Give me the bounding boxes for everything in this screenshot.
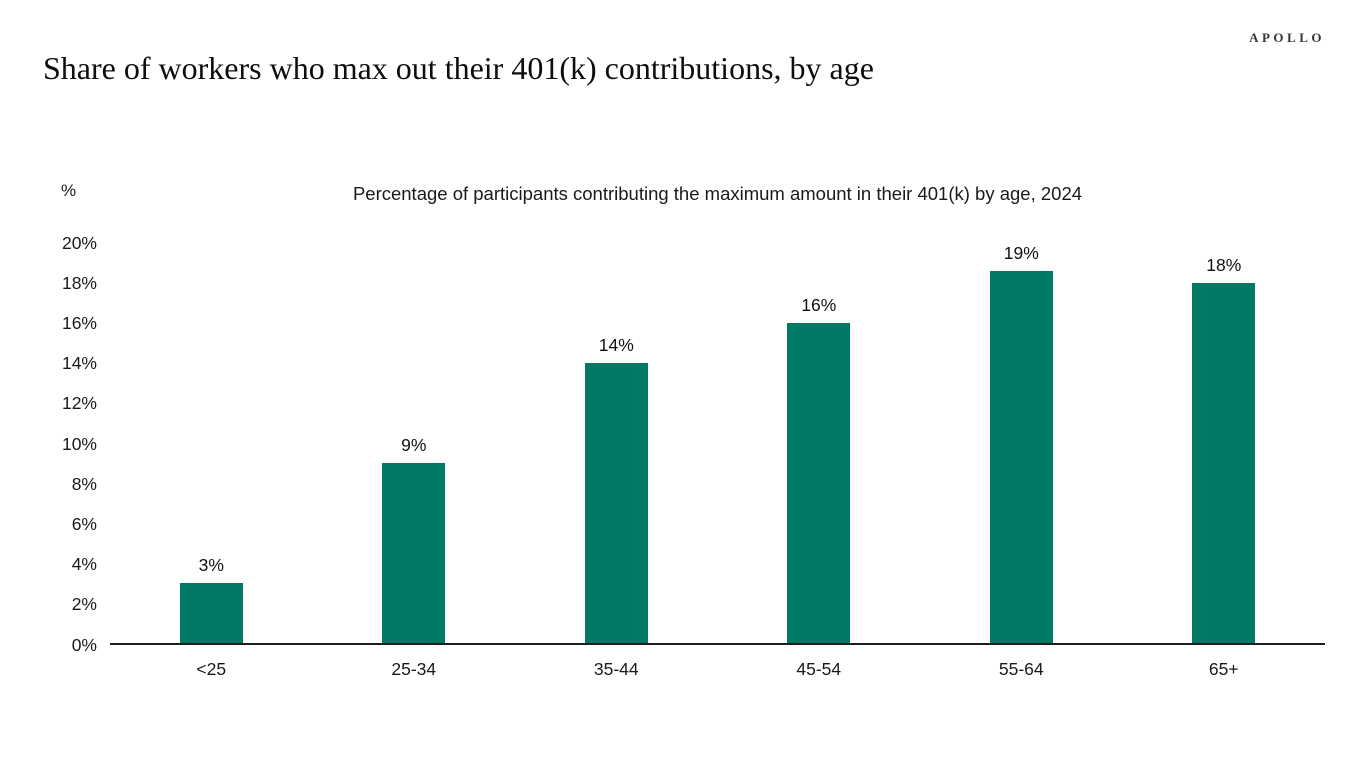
bar-column: 16% — [718, 243, 921, 643]
bar-column: 3% — [110, 243, 313, 643]
x-axis-tick-label: 35-44 — [593, 659, 639, 679]
x-axis-tick-label: 45-54 — [796, 659, 842, 679]
bar-column: 18% — [1123, 243, 1326, 643]
plot-area: 3% 9% 14% 16% 19% 18% — [110, 243, 1325, 645]
y-axis-tick-label: 4% — [71, 553, 97, 574]
y-axis-tick-label: 6% — [71, 513, 97, 534]
bar-value-label: 16% — [801, 295, 837, 315]
y-axis-tick-label: 10% — [61, 433, 97, 454]
chart-title: Percentage of participants contributing … — [352, 183, 1083, 204]
x-axis-tick-label: 65+ — [1208, 659, 1239, 679]
bar — [787, 323, 851, 643]
y-axis-tick-label: 20% — [61, 232, 97, 253]
x-axis-tick-label: 25-34 — [391, 659, 437, 679]
y-axis-tick-label: 12% — [61, 393, 97, 414]
y-axis-tick-label: 2% — [71, 594, 97, 615]
bar-value-label: 3% — [198, 555, 224, 575]
bar — [179, 583, 243, 643]
bar-value-label: 9% — [401, 435, 427, 455]
bar — [1192, 283, 1256, 643]
x-axis-tick-label: 55-64 — [998, 659, 1044, 679]
x-axis-tick-label: <25 — [196, 659, 227, 679]
y-axis-unit-label: % — [60, 181, 77, 200]
page-title: Share of workers who max out their 401(k… — [43, 50, 874, 86]
bar — [584, 363, 648, 643]
bar-value-label: 19% — [1003, 243, 1039, 263]
bar-column: 14% — [515, 243, 718, 643]
bar-column: 19% — [920, 243, 1123, 643]
apollo-logo: APOLLO — [1249, 30, 1325, 45]
y-axis-tick-label: 14% — [61, 352, 97, 373]
y-axis-tick-label: 8% — [71, 473, 97, 494]
y-axis-tick-label: 16% — [61, 312, 97, 333]
bar-value-label: 14% — [598, 335, 634, 355]
y-axis-tick-label: 18% — [61, 272, 97, 293]
bar — [989, 271, 1053, 643]
bar-value-label: 18% — [1206, 255, 1242, 275]
bar — [382, 463, 446, 643]
y-axis: 20% 18% 16% 14% 12% 10% 8% 6% 4% 2% 0% — [28, 234, 97, 653]
x-axis: <25 25-34 35-44 45-54 55-64 65+ — [110, 659, 1325, 680]
bar-column: 9% — [313, 243, 516, 643]
y-axis-tick-label: 0% — [71, 634, 97, 655]
